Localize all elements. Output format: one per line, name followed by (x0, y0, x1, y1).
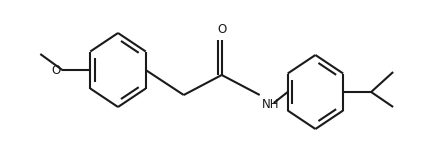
Text: O: O (217, 23, 226, 36)
Text: NH: NH (262, 98, 279, 111)
Text: O: O (51, 63, 60, 77)
